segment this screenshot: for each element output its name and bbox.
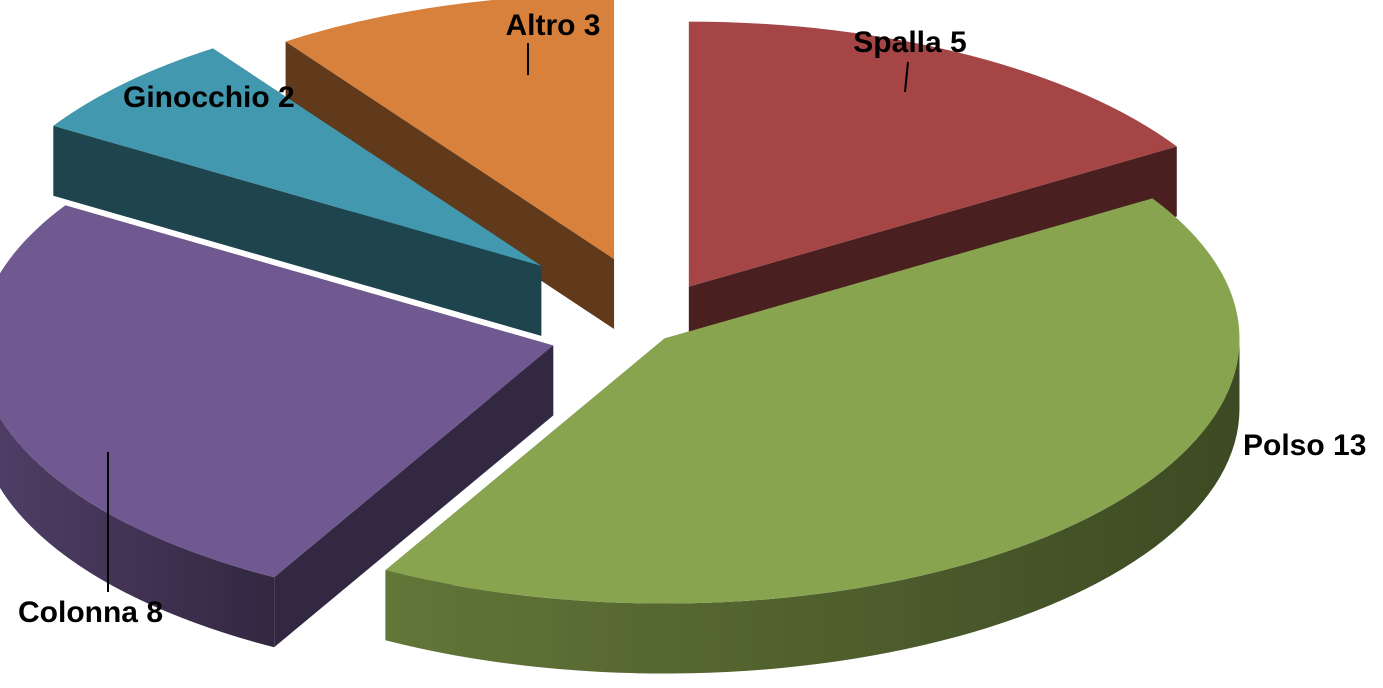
slice-cut-wall-ginocchio (53, 125, 542, 336)
leader-lines (107, 43, 909, 592)
slice-top-spalla (688, 21, 1177, 287)
slice-top-altro (285, 0, 615, 260)
slice-label-ginocchio: Ginocchio 2 (123, 81, 295, 114)
slice-label-colonna: Colonna 8 (18, 596, 163, 629)
slice-label-spalla: Spalla 5 (853, 26, 966, 59)
slice-labels: Spalla 5 Polso 13 Colonna 8 Ginocchio 2 Altr… (18, 9, 1366, 629)
slice-cut-wall-colonna (274, 345, 554, 648)
slice-cut-wall-altro (285, 41, 615, 330)
slice-outer-wall-colonna (0, 417, 275, 648)
leader-line-spalla (904, 61, 909, 93)
slice-label-polso: Polso 13 (1243, 429, 1366, 462)
pie-top-faces (0, 0, 1240, 604)
slice-top-ginocchio (53, 48, 542, 266)
slice-outer-wall-polso (385, 338, 1240, 674)
slice-top-polso (385, 198, 1240, 604)
slice-label-altro: Altro 3 (505, 9, 600, 42)
slice-top-colonna (0, 205, 554, 578)
